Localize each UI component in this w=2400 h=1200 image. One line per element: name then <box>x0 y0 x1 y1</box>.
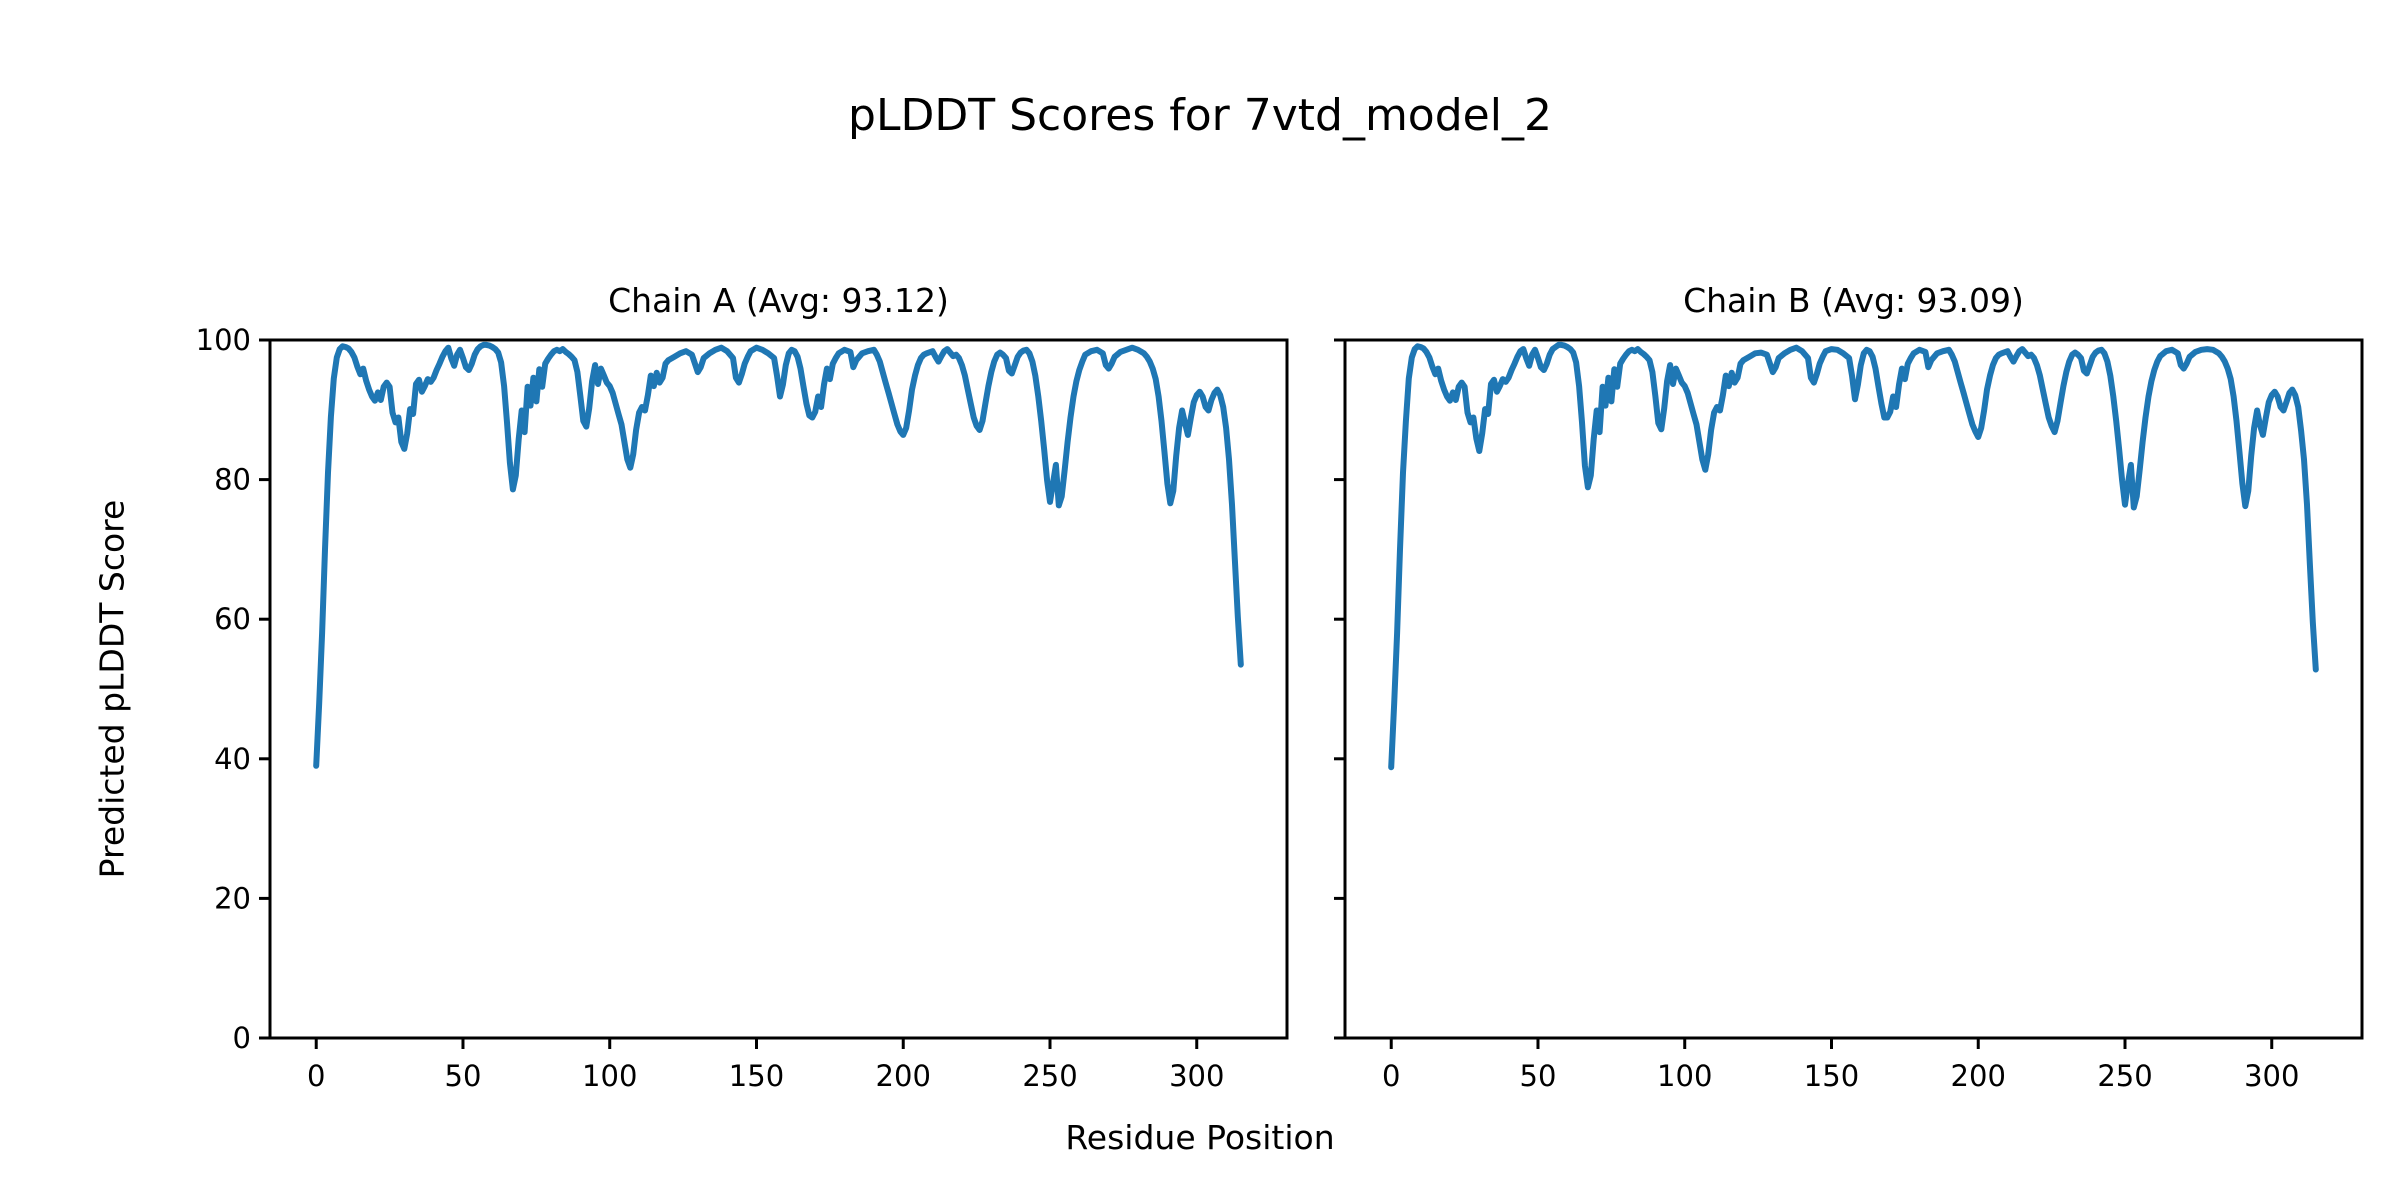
y-tick-label: 100 <box>196 323 251 357</box>
y-axis-label: Predicted pLDDT Score <box>92 499 132 879</box>
x-tick-label: 100 <box>1657 1059 1712 1093</box>
x-tick-label: 150 <box>1804 1059 1859 1093</box>
x-tick-label: 50 <box>445 1059 482 1093</box>
plot-frame <box>268 338 1289 1040</box>
x-tick-label: 100 <box>582 1059 637 1093</box>
chart-chain-b: Chain B (Avg: 93.09) 0 50 100 150 200 250 300 <box>1334 281 2364 1093</box>
x-tick-label: 300 <box>1169 1059 1224 1093</box>
plddt-line <box>313 341 1244 769</box>
x-tick-label: 300 <box>2244 1059 2299 1093</box>
x-axis-label: Residue Position <box>1065 1118 1335 1157</box>
figure-title: pLDDT Scores for 7vtd_model_2 <box>848 90 1552 141</box>
y-tick-label: 20 <box>214 881 251 915</box>
subplot-title: Chain B (Avg: 93.09) <box>1683 281 2024 320</box>
x-tick-label: 0 <box>1382 1059 1400 1093</box>
x-tick-label: 250 <box>2097 1059 2152 1093</box>
x-tick-label: 200 <box>1951 1059 2006 1093</box>
y-tick-label: 0 <box>233 1021 251 1055</box>
plddt-line <box>1388 341 2319 771</box>
x-tick-label: 50 <box>1520 1059 1557 1093</box>
x-tick-label: 0 <box>307 1059 325 1093</box>
x-tick-label: 250 <box>1022 1059 1077 1093</box>
y-tick-label: 80 <box>214 463 251 497</box>
chart-chain-a: Chain A (Avg: 93.12) 0 50 100 150 200 250 300 0 2… <box>196 281 1289 1093</box>
subplot-title: Chain A (Avg: 93.12) <box>608 281 949 320</box>
y-tick-label: 60 <box>214 602 251 636</box>
y-tick-label: 40 <box>214 742 251 776</box>
plot-frame <box>1343 338 2364 1040</box>
x-tick-label: 150 <box>729 1059 784 1093</box>
x-tick-label: 200 <box>876 1059 931 1093</box>
